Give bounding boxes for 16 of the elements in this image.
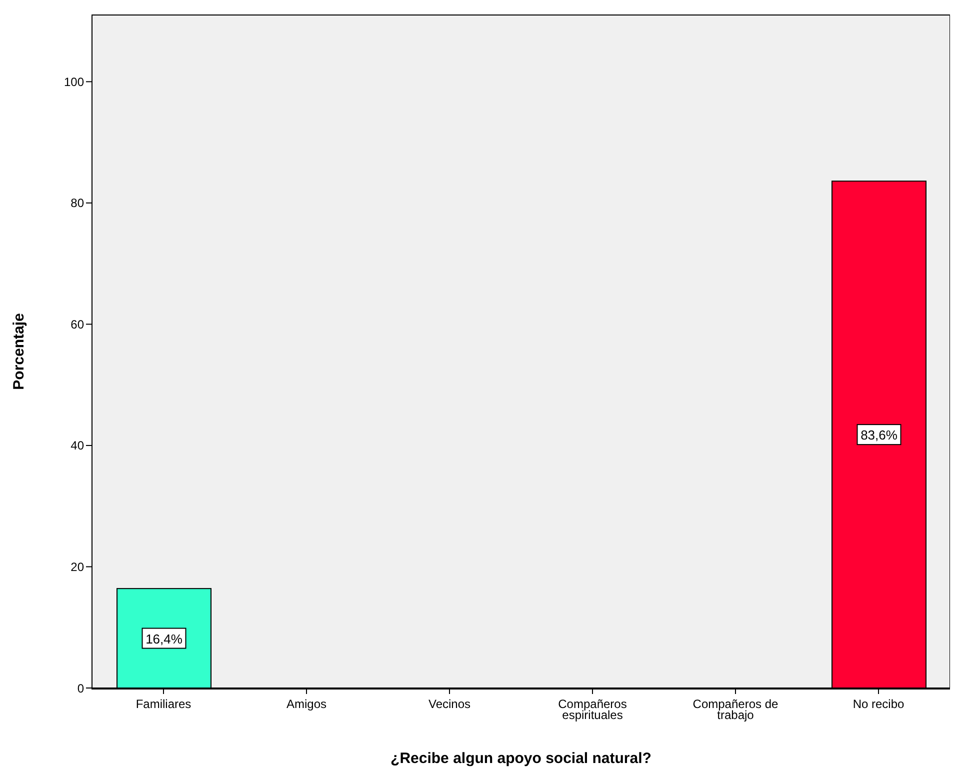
x-axis-title: ¿Recibe algun apoyo social natural? (390, 750, 652, 767)
x-tick-label: No recibo (852, 697, 905, 711)
y-tick-label: 40 (70, 438, 84, 453)
data-label: 16,4% (146, 631, 183, 646)
y-tick-label: 100 (64, 74, 84, 89)
y-tick-label: 60 (70, 317, 84, 332)
data-label: 83,6% (860, 428, 898, 443)
x-tick-label: Compañeros de trabajo (692, 697, 779, 722)
x-tick-label: Familiares (136, 697, 192, 711)
y-axis-title: Porcentaje (10, 313, 28, 390)
y-tick-label: 0 (77, 681, 84, 696)
y-tick-label: 80 (70, 196, 84, 210)
x-tick-label: Amigos (286, 697, 327, 711)
x-tick-label: Compañeros espirituales (558, 697, 627, 722)
y-tick-label: 20 (70, 560, 84, 574)
x-tick-label: Vecinos (428, 697, 471, 711)
